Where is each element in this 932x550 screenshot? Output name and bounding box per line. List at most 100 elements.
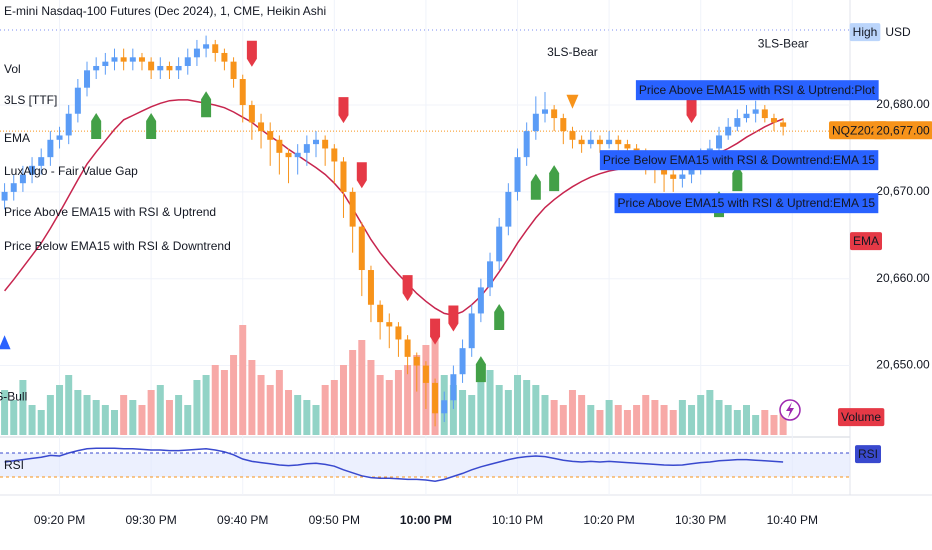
candle-body bbox=[487, 261, 494, 288]
volume-bar bbox=[532, 385, 540, 435]
ema-tag: EMA bbox=[853, 234, 879, 248]
volume-pane bbox=[1, 325, 787, 435]
candle-body bbox=[166, 65, 173, 71]
candle-body bbox=[413, 356, 420, 366]
volume-bar bbox=[413, 355, 421, 435]
x-tick-label: 10:10 PM bbox=[492, 513, 543, 527]
candle-body bbox=[120, 57, 127, 62]
volume-bar bbox=[550, 400, 558, 435]
sell-signal bbox=[356, 162, 367, 189]
candle-body bbox=[93, 65, 100, 71]
x-tick-label: 10:40 PM bbox=[767, 513, 818, 527]
volume-bar bbox=[56, 385, 64, 435]
candle-body bbox=[661, 165, 668, 175]
3ls-bear-label: 3LS-Bear bbox=[547, 45, 598, 59]
volume-bar bbox=[605, 400, 613, 435]
candle-body bbox=[29, 165, 36, 175]
volume-bar bbox=[578, 395, 586, 435]
volume-bar bbox=[642, 395, 650, 435]
volume-bar bbox=[477, 380, 485, 435]
volume-bar bbox=[742, 405, 750, 435]
volume-bar bbox=[367, 360, 375, 435]
volume-bar bbox=[724, 405, 732, 435]
x-tick-label: 10:00 PM bbox=[400, 513, 452, 527]
candle-body bbox=[267, 131, 274, 140]
candle-body bbox=[578, 139, 585, 145]
sell-signal bbox=[430, 318, 441, 345]
overlay-label: Price Below EMA15 with RSI & Downtrend:E… bbox=[603, 153, 875, 167]
candle-body bbox=[1, 191, 8, 201]
volume-bar bbox=[559, 405, 567, 435]
volume-bar bbox=[633, 405, 641, 435]
candle-body bbox=[551, 109, 558, 119]
candle-body bbox=[47, 139, 54, 158]
volume-bar bbox=[568, 390, 576, 435]
candle-body bbox=[10, 183, 17, 192]
volume-bar bbox=[468, 395, 476, 435]
buy-signal bbox=[91, 113, 102, 140]
candle-body bbox=[459, 348, 466, 375]
x-tick-label: 09:40 PM bbox=[217, 513, 268, 527]
volume-tag-box bbox=[837, 408, 885, 427]
sell-signal bbox=[686, 97, 697, 124]
candle-body bbox=[514, 157, 521, 192]
ema-tag-box bbox=[849, 232, 883, 251]
candle-body bbox=[395, 326, 402, 340]
candle-body bbox=[770, 118, 777, 123]
buy-signal bbox=[146, 113, 157, 140]
volume-bar bbox=[184, 405, 192, 435]
candle-body bbox=[615, 139, 622, 145]
buy-signal bbox=[201, 91, 212, 118]
volume-bar bbox=[623, 410, 631, 435]
chart-title: E-mini Nasdaq-100 Futures (Dec 2024), 1,… bbox=[4, 4, 326, 18]
volume-bar bbox=[147, 390, 155, 435]
alert-bolt bbox=[786, 402, 794, 418]
candle-body bbox=[716, 135, 723, 149]
candle-body bbox=[74, 87, 81, 114]
candle-body bbox=[248, 105, 255, 123]
volume-bar bbox=[74, 390, 82, 435]
candle-body bbox=[422, 365, 429, 383]
volume-bar bbox=[349, 350, 357, 435]
volume-tag: Volume bbox=[841, 410, 881, 424]
volume-bar bbox=[770, 415, 778, 435]
volume-bar bbox=[220, 370, 228, 435]
candle-body bbox=[734, 118, 741, 127]
candle-body bbox=[606, 139, 613, 145]
volume-bar bbox=[202, 375, 210, 435]
volume-bar bbox=[303, 400, 311, 435]
overlay-label-box bbox=[614, 193, 879, 214]
candle-body bbox=[322, 139, 329, 149]
candle-body bbox=[688, 165, 695, 175]
overlay-label-box bbox=[599, 150, 879, 171]
candle-body bbox=[129, 57, 136, 62]
candle-body bbox=[258, 122, 265, 132]
3ls-bull-label: 3LS-Bull bbox=[0, 389, 27, 403]
x-tick-label: 10:30 PM bbox=[675, 513, 726, 527]
volume-bar bbox=[404, 365, 412, 435]
candle-body bbox=[313, 139, 320, 145]
volume-bar bbox=[761, 410, 769, 435]
rsi-band bbox=[0, 453, 850, 477]
candle-body bbox=[56, 135, 63, 140]
candle-body bbox=[84, 70, 91, 88]
sell-signal bbox=[402, 275, 413, 302]
x-tick-label: 10:20 PM bbox=[583, 513, 634, 527]
volume-bar bbox=[19, 380, 27, 435]
volume-bar bbox=[275, 370, 283, 435]
volume-bar bbox=[596, 410, 604, 435]
candle-body bbox=[468, 313, 475, 349]
volume-bar bbox=[294, 395, 302, 435]
volume-bar bbox=[37, 410, 45, 435]
sell-signal bbox=[448, 305, 459, 332]
volume-bar bbox=[175, 395, 183, 435]
candle-body bbox=[303, 144, 310, 153]
candle-body bbox=[477, 287, 484, 314]
legend-item: Price Above EMA15 with RSI & Uptrend bbox=[4, 205, 216, 219]
candle-body bbox=[65, 113, 72, 136]
overlay-label: Price Above EMA15 with RSI & Uptrend:Plo… bbox=[639, 83, 876, 97]
volume-bar bbox=[129, 400, 137, 435]
candle-body bbox=[203, 44, 210, 49]
candle-body bbox=[679, 174, 686, 179]
overlay-label: Price Above EMA15 with RSI & Uptrend:EMA… bbox=[618, 196, 876, 210]
